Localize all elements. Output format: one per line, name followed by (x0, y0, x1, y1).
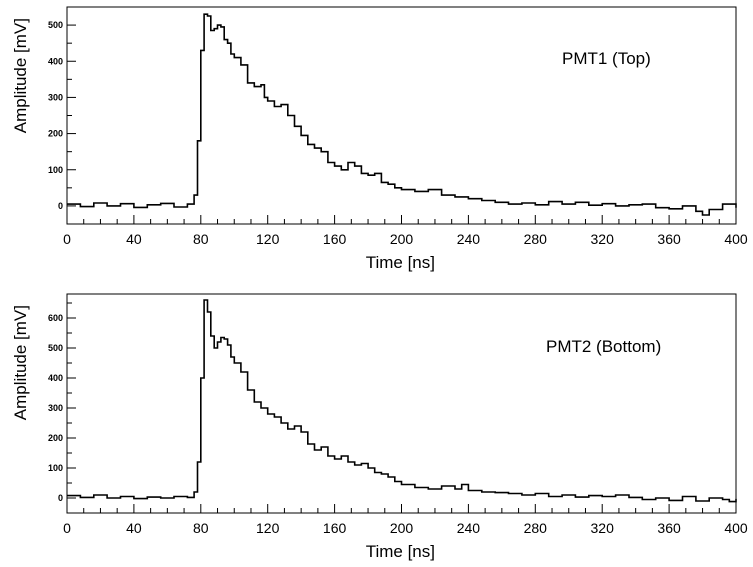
x-tick-label: 40 (126, 520, 142, 536)
y-axis-title-top: Amplitude [mV] (11, 18, 30, 133)
y-tick-label: 400 (48, 56, 63, 66)
y-tick-label: 500 (48, 20, 63, 30)
y-tick-label: 600 (48, 313, 63, 323)
panel-label-top: PMT1 (Top) (562, 49, 651, 68)
x-tick-label: 80 (193, 231, 209, 247)
y-tick-label: 100 (48, 463, 63, 473)
x-tick-label: 240 (457, 231, 481, 247)
x-tick-label: 360 (657, 231, 681, 247)
panel-label-bottom: PMT2 (Bottom) (546, 337, 661, 356)
x-axis-title-bottom: Time [ns] (366, 542, 435, 561)
y-tick-label: 300 (48, 92, 63, 102)
x-ticks-top: 0 40 80 120 160 200 240 280 320 360 400 (63, 215, 748, 247)
x-tick-label: 160 (323, 231, 347, 247)
x-tick-label: 0 (63, 520, 71, 536)
y-tick-label: 200 (48, 433, 63, 443)
y-tick-label: 0 (58, 493, 63, 503)
chart-panel-bottom: 0 40 80 120 160 200 240 280 320 360 400 0 100 200 300… (11, 293, 748, 561)
plot-frame-bottom (66, 293, 737, 514)
x-ticks-bottom: 0 40 80 120 160 200 240 280 320 360 400 (63, 504, 748, 536)
x-tick-label: 320 (591, 231, 615, 247)
y-ticks-top: 0 100 200 300 400 500 (48, 6, 76, 225)
y-ticks-bottom: 0 100 200 300 400 500 600 (48, 302, 76, 514)
y-tick-label: 100 (48, 165, 63, 175)
x-tick-label: 400 (724, 520, 748, 536)
y-tick-label: 400 (48, 373, 63, 383)
x-tick-label: 240 (457, 520, 481, 536)
y-tick-label: 500 (48, 343, 63, 353)
y-tick-label: 300 (48, 403, 63, 413)
waveform-trace-bottom (67, 299, 737, 503)
x-tick-label: 120 (256, 520, 280, 536)
x-tick-label: 80 (193, 520, 209, 536)
x-tick-label: 40 (126, 231, 142, 247)
x-tick-label: 280 (524, 231, 548, 247)
x-tick-label: 360 (657, 520, 681, 536)
x-tick-label: 200 (390, 520, 414, 536)
chart-panel-top: 0 40 80 120 160 200 240 280 320 360 400 0 100 200 300… (11, 6, 748, 272)
x-tick-label: 160 (323, 520, 347, 536)
waveform-trace-top (67, 13, 737, 216)
y-tick-label: 200 (48, 129, 63, 139)
y-axis-title-bottom: Amplitude [mV] (11, 305, 30, 420)
x-tick-label: 200 (390, 231, 414, 247)
x-tick-label: 280 (524, 520, 548, 536)
x-tick-label: 0 (63, 231, 71, 247)
x-tick-label: 400 (724, 231, 748, 247)
plot-frame-top (66, 6, 737, 225)
x-axis-title-top: Time [ns] (366, 253, 435, 272)
y-tick-label: 0 (58, 201, 63, 211)
x-tick-label: 320 (591, 520, 615, 536)
x-tick-label: 120 (256, 231, 280, 247)
